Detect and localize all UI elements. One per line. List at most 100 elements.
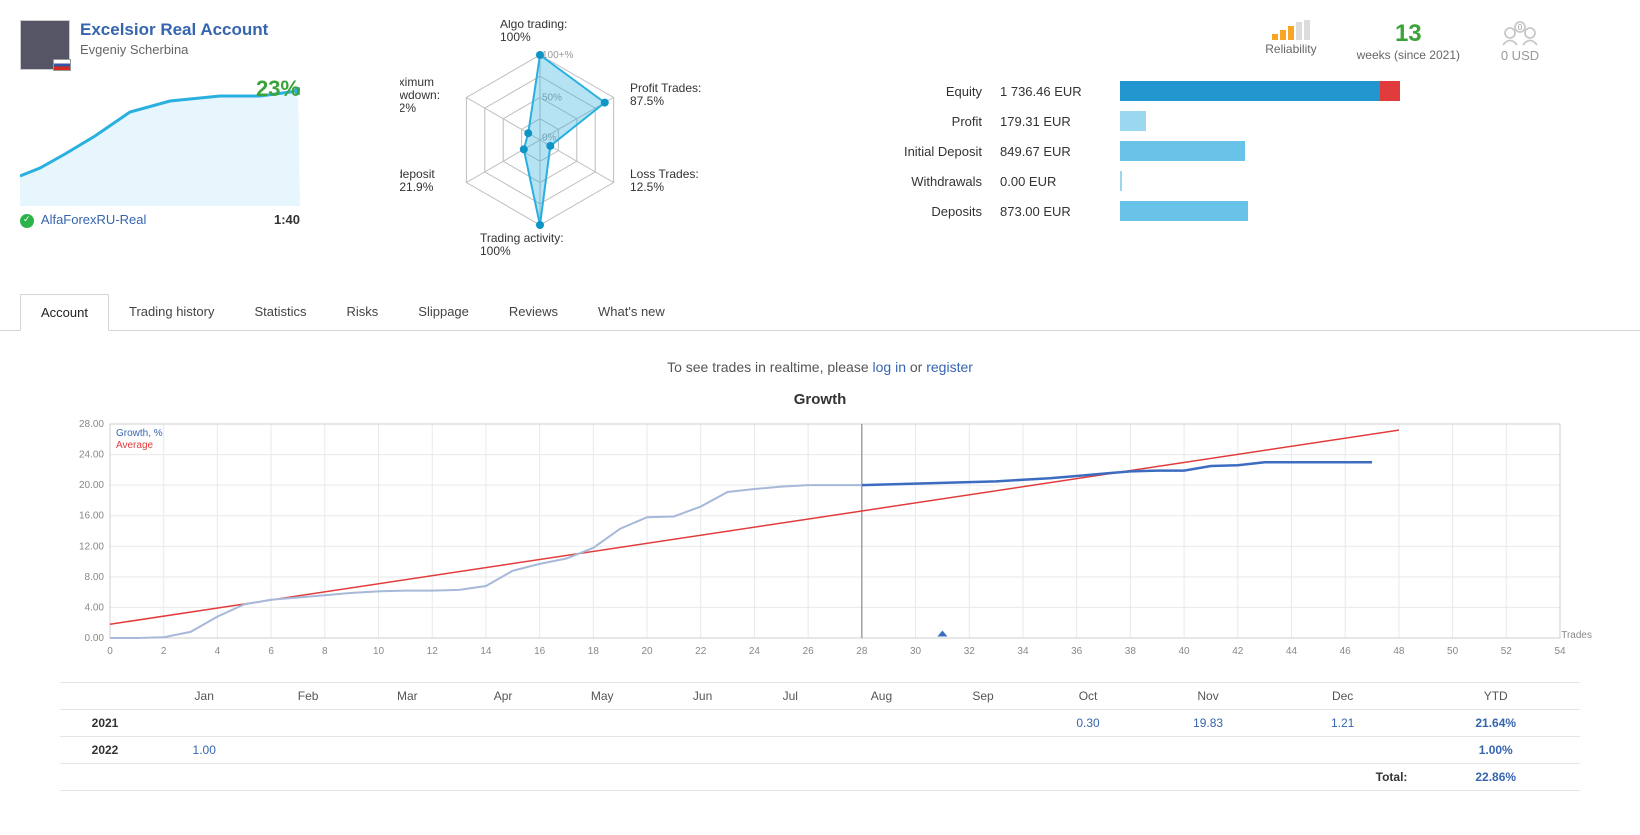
svg-text:12.5%: 12.5%: [630, 180, 664, 194]
svg-text:40: 40: [1179, 646, 1191, 657]
svg-text:100%: 100%: [500, 30, 531, 44]
metric-bar: [1120, 171, 1540, 191]
svg-text:4: 4: [215, 646, 221, 657]
metric-bar: [1120, 81, 1540, 101]
svg-text:28.00: 28.00: [79, 419, 104, 430]
svg-text:Trading activity:: Trading activity:: [480, 231, 564, 245]
svg-text:0: 0: [1518, 23, 1523, 32]
account-summary: Excelsior Real Account Evgeniy Scherbina…: [20, 20, 320, 260]
svg-text:20: 20: [641, 646, 653, 657]
svg-text:28: 28: [856, 646, 868, 657]
radar-panel: 0%50%100+%Algo trading:100%Profit Trades…: [360, 20, 780, 260]
server-link[interactable]: AlfaForexRU-Real: [41, 212, 146, 227]
weeks-number: 13: [1357, 20, 1460, 48]
tab-slippage[interactable]: Slippage: [398, 294, 489, 330]
svg-text:18: 18: [588, 646, 600, 657]
growth-percent: 23%: [256, 76, 300, 102]
tab-account[interactable]: Account: [20, 294, 109, 331]
account-author[interactable]: Evgeniy Scherbina: [80, 42, 268, 57]
metric-label: Deposits: [820, 204, 1000, 219]
svg-text:16: 16: [534, 646, 546, 657]
svg-text:0: 0: [107, 646, 113, 657]
metric-label: Initial Deposit: [820, 144, 1000, 159]
reliability-bars-icon: [1265, 20, 1316, 40]
svg-text:Maximum: Maximum: [400, 75, 434, 89]
svg-text:24: 24: [749, 646, 761, 657]
growth-title: Growth: [30, 391, 1610, 408]
svg-text:Profit Trades:: Profit Trades:: [630, 81, 701, 95]
weeks-label: weeks (since 2021): [1357, 48, 1460, 62]
svg-text:100%: 100%: [480, 244, 511, 258]
metric-value: 1 736.46 EUR: [1000, 84, 1120, 99]
svg-text:24.00: 24.00: [79, 450, 104, 461]
metric-bar: [1120, 111, 1540, 131]
avatar[interactable]: [20, 20, 70, 70]
svg-text:12.00: 12.00: [79, 541, 104, 552]
table-row: 20210.3019.831.2121.64%: [60, 710, 1580, 737]
svg-text:36: 36: [1071, 646, 1083, 657]
tab-what-s-new[interactable]: What's new: [578, 294, 685, 330]
subscribers-block: 0 0 USD: [1500, 20, 1540, 63]
reliability-label: Reliability: [1265, 42, 1316, 56]
svg-text:12: 12: [427, 646, 439, 657]
subscribers-icon: 0: [1500, 20, 1540, 46]
svg-text:44: 44: [1286, 646, 1298, 657]
svg-text:4.00: 4.00: [85, 602, 105, 613]
tabs: AccountTrading historyStatisticsRisksSli…: [0, 294, 1640, 331]
svg-text:52: 52: [1501, 646, 1513, 657]
reliability-block: Reliability: [1265, 20, 1316, 56]
account-title[interactable]: Excelsior Real Account: [80, 20, 268, 40]
svg-text:46: 46: [1340, 646, 1352, 657]
metric-value: 0.00 EUR: [1000, 174, 1120, 189]
svg-text:load: 21.9%: load: 21.9%: [400, 180, 434, 194]
svg-text:42: 42: [1232, 646, 1244, 657]
svg-text:32: 32: [964, 646, 976, 657]
metric-value: 179.31 EUR: [1000, 114, 1120, 129]
svg-text:20.00: 20.00: [79, 480, 104, 491]
month-table: JanFebMarAprMayJunJulAugSepOctNovDecYTD2…: [60, 682, 1580, 791]
table-row: 20221.001.00%: [60, 737, 1580, 764]
login-link[interactable]: log in: [873, 359, 906, 375]
metric-bar: [1120, 141, 1540, 161]
metric-bar: [1120, 201, 1540, 221]
svg-text:6: 6: [268, 646, 274, 657]
subscribers-label: 0 USD: [1500, 48, 1540, 63]
tab-trading-history[interactable]: Trading history: [109, 294, 235, 330]
tab-reviews[interactable]: Reviews: [489, 294, 578, 330]
metric-label: Equity: [820, 84, 1000, 99]
svg-text:Growth, %: Growth, %: [116, 428, 163, 439]
svg-text:Average: Average: [116, 440, 154, 451]
svg-text:54: 54: [1554, 646, 1566, 657]
metric-label: Withdrawals: [820, 174, 1000, 189]
metric-value: 849.67 EUR: [1000, 144, 1120, 159]
svg-text:22: 22: [695, 646, 707, 657]
svg-text:30: 30: [910, 646, 922, 657]
stats-panel: Reliability 13 weeks (since 2021) 0 0 US…: [820, 20, 1620, 260]
svg-text:Loss Trades:: Loss Trades:: [630, 167, 699, 181]
metrics-grid: Equity1 736.46 EURProfit179.31 EURInitia…: [820, 81, 1620, 221]
svg-text:8: 8: [322, 646, 328, 657]
svg-text:34: 34: [1017, 646, 1029, 657]
realtime-prompt: To see trades in realtime, please log in…: [0, 331, 1640, 391]
svg-text:16.00: 16.00: [79, 511, 104, 522]
metric-label: Profit: [820, 114, 1000, 129]
svg-text:2: 2: [161, 646, 167, 657]
svg-text:15.2%: 15.2%: [400, 101, 416, 115]
tab-statistics[interactable]: Statistics: [234, 294, 326, 330]
svg-text:10: 10: [373, 646, 385, 657]
svg-text:26: 26: [803, 646, 815, 657]
svg-text:0.00: 0.00: [85, 633, 105, 644]
register-link[interactable]: register: [926, 359, 973, 375]
svg-text:Max deposit: Max deposit: [400, 167, 435, 181]
flag-icon: [53, 59, 71, 71]
svg-text:8.00: 8.00: [85, 572, 105, 583]
tab-risks[interactable]: Risks: [327, 294, 399, 330]
realtime-text: To see trades in realtime, please: [667, 359, 872, 375]
svg-text:87.5%: 87.5%: [630, 94, 664, 108]
weeks-block: 13 weeks (since 2021): [1357, 20, 1460, 62]
svg-text:38: 38: [1125, 646, 1137, 657]
growth-chart: 0.004.008.0012.0016.0020.0024.0028.00024…: [70, 414, 1570, 674]
trades-label: Trades: [1561, 630, 1592, 641]
svg-text:drawdown:: drawdown:: [400, 88, 440, 102]
svg-text:50: 50: [1447, 646, 1459, 657]
